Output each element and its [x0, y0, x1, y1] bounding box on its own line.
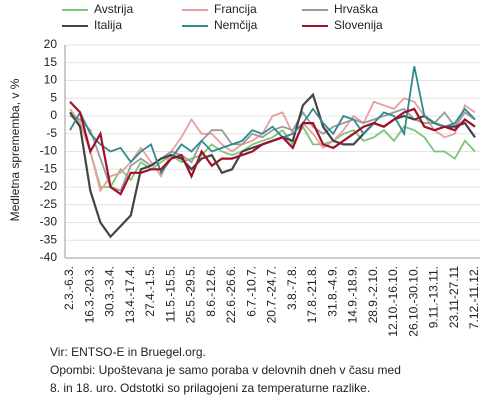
y-axis-label: Medletna sprememba, v % — [8, 78, 22, 221]
note: Opombi: Upoštevana je samo poraba v delo… — [50, 363, 401, 377]
x-tick-label: 22.6.-26.6. — [224, 266, 238, 323]
note: Vir: ENTSO-E in Bruegel.org. — [50, 345, 206, 359]
y-tick-label: 15 — [44, 55, 58, 69]
x-tick-label: 16.3.-20.3. — [82, 266, 96, 323]
x-tick-label: 2.3.-6.3. — [62, 266, 76, 310]
y-tick-label: 5 — [50, 90, 57, 104]
x-tick-label: 25.5.-29.5. — [184, 266, 198, 323]
x-tick-label: 8.6.-12.6. — [204, 266, 218, 317]
x-tick-label: 28.9.-2.10. — [366, 266, 380, 323]
legend-label: Avstrija — [94, 2, 133, 16]
x-tick-label: 23.11-27.11 — [447, 266, 461, 329]
x-tick-label: 26.10.-30.10. — [406, 266, 420, 337]
x-tick-label: 30.3.-3.4. — [103, 266, 117, 317]
y-tick-label: -30 — [40, 215, 58, 229]
legend-label: Slovenija — [334, 18, 383, 32]
x-tick-label: 12.10.-16.10. — [386, 266, 400, 337]
line — [69, 97, 476, 193]
x-tick-label: 13.4.-17.4. — [123, 266, 137, 323]
legend-label: Nemčija — [214, 18, 258, 32]
x-tick-label: 3.8.-7.8. — [285, 266, 299, 310]
legend-label: Francija — [214, 2, 257, 16]
y-tick-label: 0 — [50, 108, 57, 122]
note: 8. in 18. uro. Odstotki so prilagojeni z… — [50, 381, 370, 395]
y-tick-label: -40 — [40, 250, 58, 264]
y-tick-label: -10 — [40, 144, 58, 158]
x-tick-label: 6.7.-10.7. — [244, 266, 258, 317]
x-tick-label: 17.8.-21.8. — [305, 266, 319, 323]
line — [69, 111, 476, 188]
legend-label: Hrvaška — [334, 2, 378, 16]
y-tick-label: 20 — [44, 37, 58, 51]
x-tick-label: 7.12.-11.12. — [467, 266, 481, 329]
y-tick-label: 10 — [44, 73, 58, 87]
x-tick-label: 9.11.-13.11. — [427, 266, 441, 328]
x-tick-label: 20.7.-24.7. — [265, 266, 279, 323]
y-tick-label: -15 — [40, 161, 58, 175]
x-tick-label: 31.8.-4.9. — [325, 266, 339, 317]
line — [69, 101, 476, 196]
x-tick-label: 11.5.-15.5. — [163, 266, 177, 322]
legend-label: Italija — [94, 18, 122, 32]
y-tick-label: -35 — [40, 232, 58, 246]
y-tick-label: -25 — [40, 197, 58, 211]
x-tick-label: 27.4.-1.5. — [143, 266, 157, 317]
x-tick-label: 14.9.-18.9. — [346, 266, 360, 323]
y-tick-label: -20 — [40, 179, 58, 193]
y-tick-label: -5 — [46, 126, 57, 140]
